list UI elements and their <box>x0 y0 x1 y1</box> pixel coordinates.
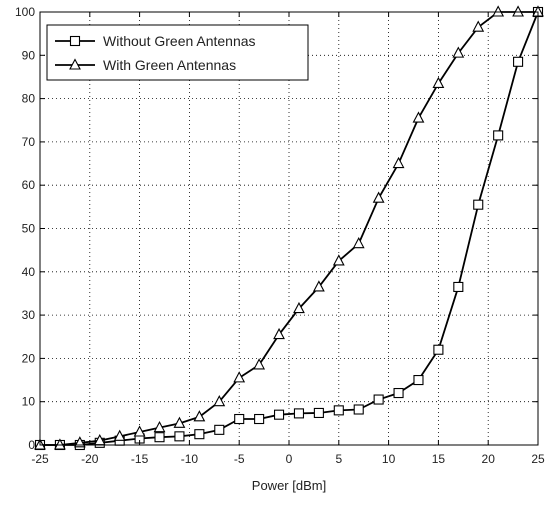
legend-entry: Without Green Antennas <box>55 33 256 49</box>
y-tick-label: 40 <box>22 265 36 279</box>
triangle-marker <box>293 301 305 314</box>
x-tick-label: 0 <box>286 452 293 466</box>
series-group <box>34 5 544 451</box>
legend-entry: With Green Antennas <box>55 57 236 73</box>
series-line <box>40 11 538 446</box>
triangle-marker <box>54 438 66 450</box>
square-marker <box>393 387 404 399</box>
square-marker <box>473 199 484 210</box>
y-tick-label: 90 <box>22 48 36 62</box>
x-tick-label: -20 <box>81 452 99 466</box>
x-axis-title: Power [dBm] <box>252 478 326 493</box>
square-marker <box>333 405 344 416</box>
triangle-marker <box>412 111 425 123</box>
square-marker <box>313 407 324 419</box>
legend-triangle-marker <box>69 58 81 70</box>
x-tick-label: -25 <box>31 452 49 466</box>
triangle-marker <box>512 5 524 17</box>
series-with-green-antennas <box>34 5 544 450</box>
square-marker <box>293 408 305 419</box>
x-tick-label: 20 <box>482 452 496 466</box>
x-tick-label: -15 <box>131 452 149 466</box>
y-tick-label: 50 <box>22 222 36 236</box>
y-tick-label: 30 <box>22 308 36 322</box>
triangle-marker <box>253 358 266 370</box>
square-marker <box>194 429 205 440</box>
axis-ticks <box>39 11 539 446</box>
triangle-marker <box>73 436 86 448</box>
x-tick-label: -5 <box>234 452 245 466</box>
triangle-marker <box>133 425 146 437</box>
square-marker <box>234 413 245 425</box>
x-tick-label: -10 <box>181 452 199 466</box>
y-tick-label: 70 <box>22 135 36 149</box>
square-marker <box>154 432 165 443</box>
triangle-marker <box>452 46 465 58</box>
triangle-marker <box>472 20 485 32</box>
square-marker <box>413 374 424 386</box>
triangle-marker <box>372 191 385 203</box>
triangle-marker <box>332 254 345 266</box>
triangle-marker <box>392 156 405 169</box>
legend-box <box>46 24 309 81</box>
y-tick-label: 60 <box>22 178 36 192</box>
square-marker <box>273 409 285 420</box>
triangle-marker <box>153 420 166 433</box>
square-marker <box>353 404 364 415</box>
legend-label: With Green Antennas <box>103 57 236 73</box>
legend: Without Green Antennas With Green Antenna… <box>46 24 309 81</box>
square-marker <box>513 56 524 67</box>
square-marker <box>453 281 464 293</box>
x-tick-label: 5 <box>335 452 342 466</box>
axis-labels: -25 -20 -15 -10 -5 0 5 10 15 20 25 0 10 20 30 40 50 60 70 8… <box>15 5 545 466</box>
square-marker <box>254 413 265 425</box>
square-marker <box>174 431 185 442</box>
y-tick-label: 0 <box>28 438 35 452</box>
square-marker <box>433 344 444 355</box>
triangle-marker <box>113 429 126 441</box>
legend-label: Without Green Antennas <box>103 33 256 49</box>
triangle-marker <box>233 371 246 383</box>
y-tick-label: 20 <box>22 351 36 365</box>
x-tick-label: 15 <box>432 452 446 466</box>
legend-square-marker <box>69 35 81 47</box>
triangle-marker <box>193 410 206 422</box>
square-marker <box>214 424 225 435</box>
y-tick-label: 80 <box>22 92 36 106</box>
square-marker <box>493 130 504 141</box>
x-tick-label: 25 <box>531 452 545 466</box>
y-tick-label: 100 <box>15 5 35 19</box>
triangle-marker <box>173 416 186 428</box>
triangle-marker <box>213 395 226 407</box>
triangle-marker <box>432 76 445 88</box>
square-marker <box>373 394 384 405</box>
triangle-marker <box>492 5 505 17</box>
triangle-marker <box>352 236 365 249</box>
y-tick-label: 10 <box>22 395 36 409</box>
x-tick-label: 10 <box>382 452 396 466</box>
triangle-marker <box>312 280 325 292</box>
triangle-marker <box>273 327 285 340</box>
